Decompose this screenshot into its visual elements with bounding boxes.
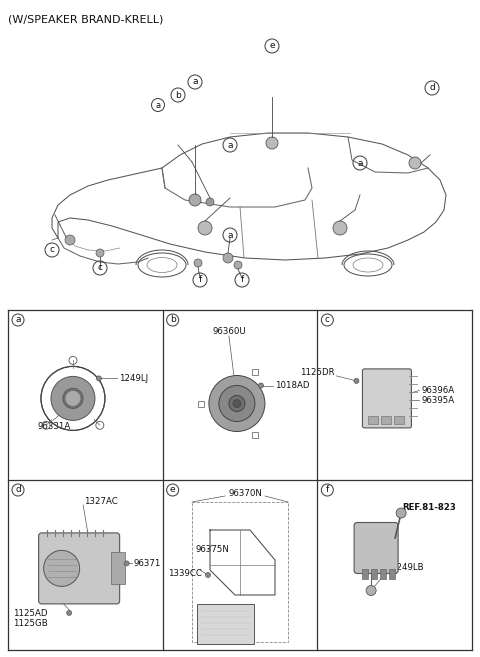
Text: c: c: [49, 246, 55, 254]
FancyBboxPatch shape: [39, 533, 120, 604]
Text: 96375N: 96375N: [195, 545, 229, 555]
Circle shape: [96, 376, 101, 381]
Text: (W/SPEAKER BRAND-KRELL): (W/SPEAKER BRAND-KRELL): [8, 14, 163, 24]
FancyBboxPatch shape: [395, 416, 405, 424]
Text: 96396A: 96396A: [421, 386, 455, 395]
Circle shape: [67, 610, 72, 616]
Circle shape: [198, 221, 212, 235]
FancyBboxPatch shape: [380, 568, 386, 579]
Text: 1018AD: 1018AD: [275, 381, 310, 390]
Text: a: a: [192, 78, 198, 87]
Circle shape: [354, 378, 359, 384]
Circle shape: [124, 561, 129, 566]
Circle shape: [366, 585, 376, 595]
Text: a: a: [15, 315, 21, 325]
FancyBboxPatch shape: [371, 568, 377, 579]
Text: 96331A: 96331A: [37, 422, 71, 431]
Text: 1249LJ: 1249LJ: [119, 374, 148, 383]
Circle shape: [233, 399, 241, 407]
Text: 1327AC: 1327AC: [84, 497, 118, 507]
Circle shape: [409, 157, 421, 169]
Circle shape: [223, 253, 233, 263]
Circle shape: [229, 396, 245, 411]
FancyBboxPatch shape: [354, 522, 398, 574]
Text: 96395A: 96395A: [421, 396, 455, 405]
Circle shape: [258, 383, 264, 388]
Text: a: a: [357, 158, 363, 168]
Circle shape: [396, 508, 406, 518]
Text: 96370N: 96370N: [228, 489, 262, 497]
Text: e: e: [170, 486, 176, 495]
Circle shape: [219, 386, 255, 422]
Text: a: a: [227, 231, 233, 240]
Circle shape: [63, 388, 83, 409]
Circle shape: [234, 261, 242, 269]
FancyBboxPatch shape: [197, 604, 254, 644]
Text: f: f: [198, 275, 202, 284]
Circle shape: [189, 194, 201, 206]
Circle shape: [266, 137, 278, 149]
Circle shape: [96, 249, 104, 257]
Circle shape: [65, 390, 81, 407]
Text: a: a: [227, 141, 233, 150]
Circle shape: [194, 259, 202, 267]
Text: d: d: [15, 486, 21, 495]
Circle shape: [206, 198, 214, 206]
Text: b: b: [175, 91, 181, 99]
Text: c: c: [97, 263, 103, 273]
Text: 96371: 96371: [133, 559, 161, 568]
Circle shape: [65, 235, 75, 245]
Text: 96360U: 96360U: [212, 327, 246, 336]
Text: c: c: [325, 315, 330, 325]
Circle shape: [44, 551, 80, 587]
FancyBboxPatch shape: [362, 568, 368, 579]
FancyBboxPatch shape: [369, 416, 378, 424]
FancyBboxPatch shape: [382, 416, 391, 424]
Text: f: f: [240, 275, 244, 284]
Text: REF.81-823: REF.81-823: [402, 503, 456, 512]
Circle shape: [333, 221, 347, 235]
Text: e: e: [269, 41, 275, 51]
Text: d: d: [429, 83, 435, 93]
FancyBboxPatch shape: [362, 369, 411, 428]
Text: 1125AD: 1125AD: [13, 609, 48, 618]
FancyBboxPatch shape: [389, 568, 395, 579]
FancyBboxPatch shape: [111, 553, 125, 584]
Text: 1125DR: 1125DR: [300, 369, 335, 377]
Circle shape: [51, 376, 95, 420]
Text: a: a: [156, 101, 161, 110]
Text: b: b: [170, 315, 176, 325]
Circle shape: [209, 376, 265, 432]
Circle shape: [205, 572, 211, 578]
Text: 1125GB: 1125GB: [13, 619, 48, 628]
Text: 1339CC: 1339CC: [168, 568, 202, 578]
Text: f: f: [326, 486, 329, 495]
Text: 1249LB: 1249LB: [391, 564, 424, 572]
